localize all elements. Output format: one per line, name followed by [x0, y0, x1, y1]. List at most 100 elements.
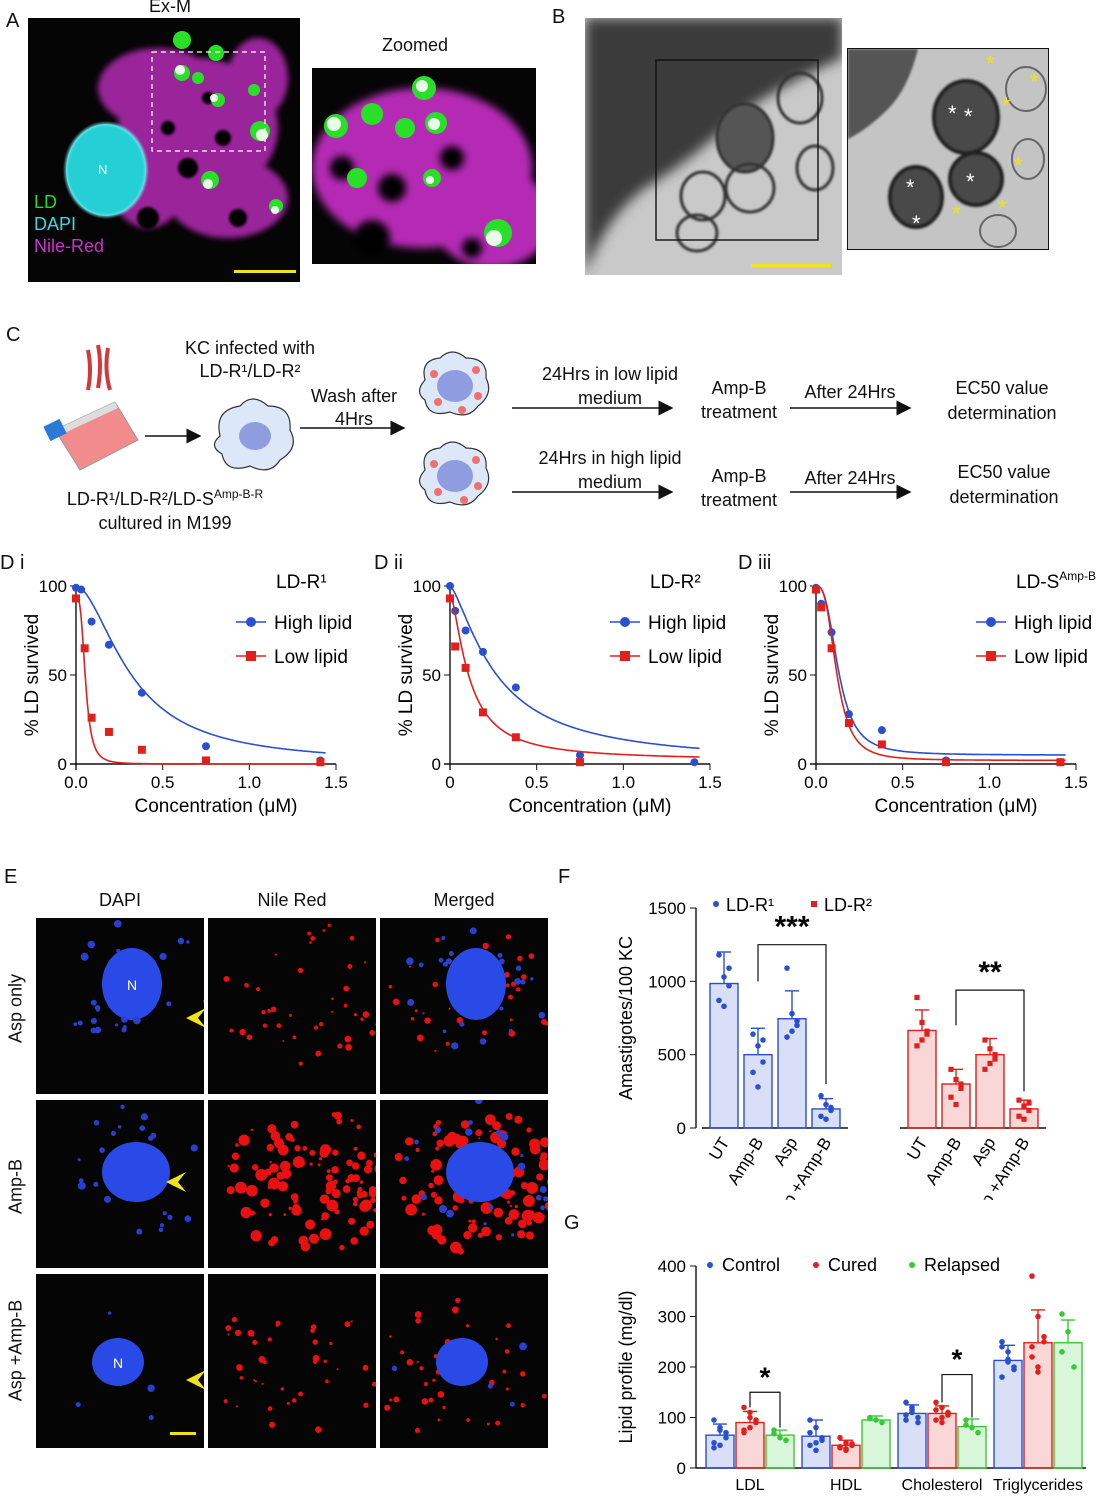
- legend-marker-control: [707, 1262, 713, 1268]
- replicate-point: [1071, 1364, 1077, 1370]
- data-point-high-lipid: [87, 617, 96, 626]
- lipid-droplet: [516, 987, 521, 992]
- nucleus-label: N: [113, 1355, 123, 1371]
- lipid-droplet: [468, 1223, 478, 1233]
- lipid-droplet: [428, 1182, 434, 1189]
- lipid-droplet: [410, 1017, 415, 1021]
- parasite-nucleus: [90, 1017, 97, 1024]
- lipid-droplet: [277, 1181, 289, 1192]
- bar-triglycerides-cured: [1023, 1342, 1053, 1469]
- x-tick-label: 1.0: [612, 773, 636, 792]
- data-point-low-lipid: [827, 644, 836, 653]
- lipid-droplet: [235, 1405, 238, 1408]
- lipid-droplet: [326, 1199, 339, 1212]
- lipid-droplet: [508, 1209, 520, 1220]
- lipid-droplet: [298, 1235, 309, 1246]
- confocal-image-asp-only-merged: [380, 918, 548, 1094]
- data-point-low-lipid: [446, 594, 454, 603]
- lipid-droplet: [326, 1174, 333, 1182]
- high-lipid-medium-label: 24Hrs in high lipid medium: [538, 448, 682, 492]
- lipid-droplet: [325, 1379, 329, 1384]
- lipid-droplet: [405, 1203, 418, 1216]
- parasite-nucleus: [136, 1228, 143, 1235]
- lipid-droplet: [362, 1011, 370, 1018]
- replicate-point: [924, 1031, 930, 1037]
- replicate-point: [992, 1056, 998, 1062]
- bar-asp: [975, 1053, 1005, 1129]
- parasite-nucleus: [110, 1130, 116, 1136]
- replicate-point: [1005, 1359, 1011, 1365]
- lipid-droplet: [506, 1323, 511, 1329]
- lipid-droplet: [419, 1366, 424, 1371]
- lipid-droplet: [504, 971, 510, 978]
- parasite-nucleus: [159, 952, 167, 961]
- lipid-droplet: [312, 1339, 318, 1345]
- parasite-nucleus: [166, 1001, 172, 1007]
- replicate-point: [716, 952, 722, 958]
- lipid-droplet: [290, 1137, 295, 1143]
- legend-marker-relapsed: [909, 1262, 915, 1268]
- lipid-droplet: [297, 967, 304, 974]
- ampb-treatment-high-label: Amp-B treatment: [700, 466, 778, 510]
- parasite-nucleus: [147, 1384, 155, 1392]
- replicate-point: [1029, 1344, 1035, 1350]
- lipid-droplet: [373, 1208, 376, 1213]
- svg-text:*: *: [1030, 69, 1039, 94]
- data-point-low-lipid: [478, 708, 487, 717]
- lipid-droplet: [421, 1212, 426, 1216]
- replicate-point: [975, 1429, 981, 1436]
- parasite-nucleus: [77, 1158, 81, 1162]
- y-tick-label: 0: [677, 1119, 686, 1138]
- ex-m-micrograph: N LD DAPI Nile-Red: [28, 18, 300, 282]
- lipid-droplet: [343, 985, 350, 992]
- y-tick-label: 1500: [648, 899, 686, 918]
- replicate-point: [755, 1043, 761, 1049]
- lipid-droplet: [435, 1119, 442, 1126]
- lipid-droplet: [389, 1335, 392, 1338]
- replicate-point: [1035, 1369, 1041, 1375]
- column-label-dapi: DAPI: [98, 890, 141, 910]
- parasite-nucleus: [535, 1194, 542, 1201]
- data-point-high-lipid: [77, 585, 86, 594]
- y-tick-label: 0: [677, 1459, 686, 1478]
- legend-marker-low-lipid: [246, 651, 256, 661]
- lipid-droplet: [234, 1181, 247, 1194]
- replicate-point: [1016, 1113, 1022, 1119]
- x-tick-label: 0.5: [891, 773, 915, 792]
- svg-text:*: *: [1014, 153, 1023, 178]
- lipid-droplet: [416, 1034, 424, 1042]
- replicate-point: [741, 1404, 747, 1411]
- lipid-droplet: [374, 1165, 376, 1173]
- data-point-high-lipid: [478, 647, 487, 656]
- parasite-nucleus: [509, 1401, 515, 1407]
- replicate-point: [1035, 1313, 1041, 1320]
- y-axis-label: % LD survived: [396, 614, 417, 737]
- parasite-nucleus: [90, 999, 97, 1006]
- lipid-droplet: [223, 976, 230, 982]
- lipid-droplet: [437, 1418, 441, 1422]
- lipid-droplet: [275, 1323, 279, 1327]
- lipid-droplet: [268, 1177, 280, 1190]
- significance-label: ***: [774, 911, 809, 944]
- lipid-droplet: [255, 1168, 268, 1181]
- svg-text:*: *: [964, 104, 973, 129]
- lipid-droplet: [234, 1329, 242, 1337]
- replicate-point: [843, 1446, 849, 1452]
- parasite-nucleus: [108, 1311, 112, 1315]
- y-tick-label: 100: [779, 577, 807, 596]
- data-point-high-lipid: [202, 742, 210, 751]
- lipid-droplet: [520, 1403, 525, 1408]
- fit-curve-high-lipid: [815, 585, 1066, 756]
- lipid-droplet: [477, 1232, 484, 1238]
- lipid-droplet: [514, 1204, 518, 1209]
- lipid-droplet: [269, 1161, 272, 1164]
- lipid-droplet: [319, 1021, 324, 1027]
- data-point-low-lipid: [844, 719, 853, 728]
- lipid-droplet: [408, 965, 412, 968]
- x-tick-label: 1.5: [324, 773, 348, 792]
- data-point-low-lipid: [461, 663, 470, 672]
- lipid-droplet: [336, 1368, 339, 1371]
- lipid-droplet: [414, 1311, 422, 1319]
- legend-nile-red: Nile-Red: [34, 236, 105, 256]
- replicate-point: [982, 1037, 988, 1043]
